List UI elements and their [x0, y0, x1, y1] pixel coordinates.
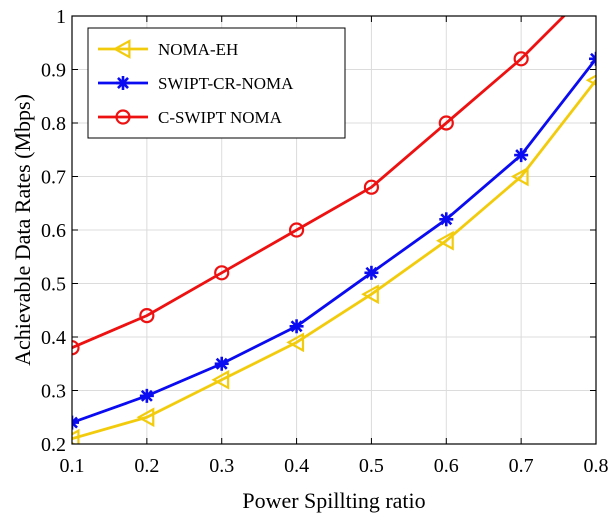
- x-tick-label: 0.1: [60, 455, 85, 477]
- data-point: [363, 179, 380, 195]
- legend-label: C-SWIPT NOMA: [158, 108, 283, 127]
- data-point: [364, 265, 379, 280]
- data-point: [289, 319, 304, 334]
- data-point: [136, 407, 155, 428]
- series-layer: [72, 16, 596, 444]
- legend-marker: [116, 76, 130, 90]
- x-axis-label: Power Spillting ratio: [242, 488, 425, 513]
- y-axis-label: Achievable Data Rates (Mbps): [10, 94, 35, 366]
- data-point: [438, 115, 454, 131]
- data-point: [589, 51, 596, 66]
- y-tick-label: 0.2: [41, 434, 66, 456]
- legend-marker: [112, 39, 131, 59]
- data-point: [513, 51, 529, 67]
- series-2: [72, 16, 566, 356]
- data-point: [72, 340, 80, 356]
- legend-label: SWIPT-CR-NOMA: [158, 74, 294, 93]
- y-tick-label: 0.3: [41, 381, 66, 403]
- y-tick-label: 0.4: [41, 327, 66, 349]
- legend-label: NOMA-EH: [158, 40, 238, 59]
- data-point: [514, 148, 529, 163]
- series-line: [72, 79, 596, 440]
- data-point: [214, 356, 229, 371]
- y-tick-label: 0.8: [41, 113, 66, 135]
- data-point: [585, 74, 596, 86]
- x-tick-label: 0.7: [509, 455, 534, 477]
- x-tick-label: 0.3: [209, 455, 234, 477]
- legend-marker: [115, 109, 131, 125]
- data-point: [510, 166, 529, 187]
- data-point: [139, 388, 154, 403]
- data-point: [439, 212, 454, 227]
- series-0: [72, 74, 596, 444]
- data-point: [139, 308, 155, 324]
- legend: NOMA-EH SWIPT-CR-NOMA C-SWIPT NOMA: [87, 27, 346, 139]
- data-point: [288, 222, 305, 238]
- x-tick-label: 0.5: [359, 455, 384, 477]
- data-point: [72, 428, 80, 444]
- data-point: [214, 265, 230, 281]
- x-tick-label: 0.6: [434, 455, 459, 477]
- data-point: [72, 415, 79, 430]
- data-point: [436, 230, 454, 251]
- series-line: [72, 16, 566, 349]
- x-tick-label: 0.8: [584, 455, 609, 477]
- data-point: [361, 284, 379, 305]
- data-point: [286, 332, 305, 353]
- series-1: [72, 51, 596, 430]
- series-line: [72, 57, 596, 424]
- y-tick-label: 0.7: [41, 167, 66, 189]
- legend-entry: NOMA-EH: [98, 39, 238, 59]
- x-tick-label: 0.2: [134, 455, 159, 477]
- y-tick-label: 1: [56, 6, 66, 28]
- y-tick-label: 0.6: [41, 220, 66, 242]
- legend-entry: SWIPT-CR-NOMA: [98, 74, 294, 93]
- ticks: 0.1 0.2 0.3 0.4 0.5 0.6 0.7 0.80.20.30.40.50.60…: [41, 6, 609, 477]
- y-tick-label: 0.5: [41, 274, 66, 296]
- y-tick-label: 0.9: [41, 60, 66, 82]
- data-point: [211, 369, 230, 390]
- legend-entry: C-SWIPT NOMA: [98, 108, 283, 127]
- x-tick-label: 0.4: [284, 455, 309, 477]
